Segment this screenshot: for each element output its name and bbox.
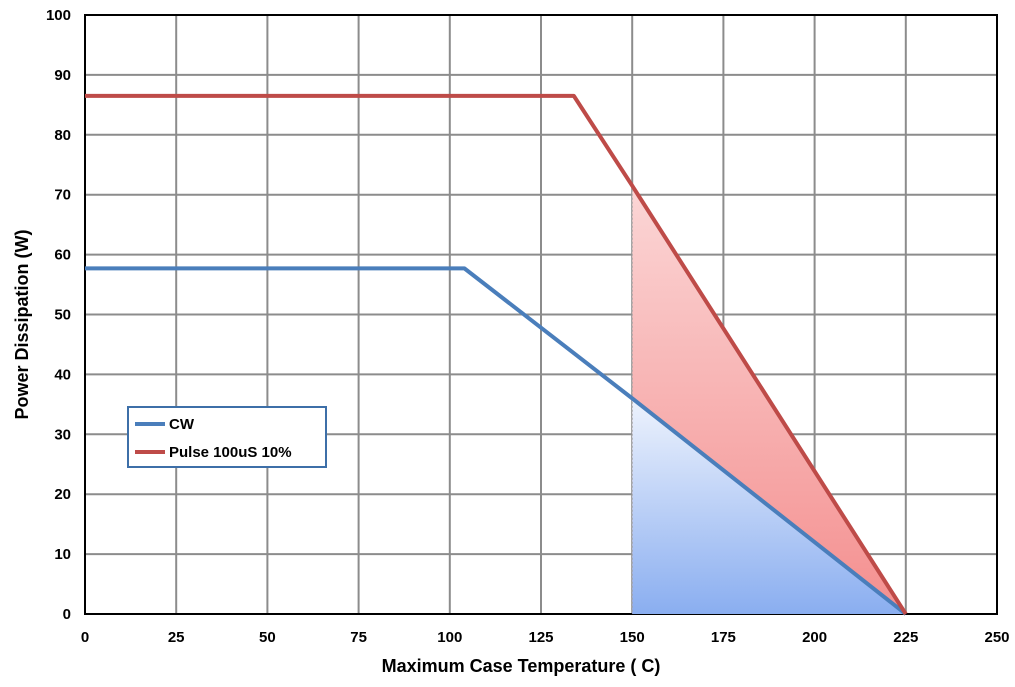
y-axis-label: Power Dissipation (W): [12, 229, 32, 419]
legend-item-pulse: Pulse 100uS 10%: [135, 442, 292, 462]
legend-swatch-pulse: [135, 450, 165, 454]
y-tick-label: 20: [54, 486, 71, 503]
x-tick-label: 200: [802, 629, 827, 646]
y-tick-label: 80: [54, 127, 71, 144]
y-tick-label: 40: [54, 366, 71, 383]
y-tick-label: 70: [54, 187, 71, 204]
x-tick-label: 150: [620, 629, 645, 646]
series-line-cw: [85, 266, 908, 616]
x-tick-label: 175: [711, 629, 736, 646]
x-tick-label: 250: [984, 629, 1009, 646]
x-axis-label: Maximum Case Temperature ( C): [382, 656, 661, 676]
y-tick-label: 30: [54, 426, 71, 443]
x-tick-label: 225: [893, 629, 918, 646]
legend: CW Pulse 100uS 10%: [127, 406, 327, 468]
tick-labels: 0 25 50 75 100 125 150 175 200 225 250 0 10 20 30 40 50 6…: [46, 7, 1010, 646]
legend-label-pulse: Pulse 100uS 10%: [169, 443, 292, 461]
y-tick-label: 50: [54, 307, 71, 324]
grid: [84, 14, 998, 615]
series-lines: [85, 93, 908, 616]
x-tick-label: 0: [81, 629, 89, 646]
y-tick-label: 90: [54, 67, 71, 84]
x-tick-label: 125: [528, 629, 553, 646]
x-tick-label: 100: [437, 629, 462, 646]
y-tick-label: 100: [46, 7, 71, 24]
series-line-pulse: [85, 93, 908, 616]
x-tick-label: 50: [259, 629, 276, 646]
legend-item-cw: CW: [135, 414, 194, 434]
plot-frame: [84, 14, 998, 615]
x-tick-label: 25: [168, 629, 185, 646]
legend-swatch-cw: [135, 422, 165, 426]
x-tick-label: 75: [350, 629, 367, 646]
y-tick-label: 60: [54, 247, 71, 264]
y-tick-label: 0: [63, 606, 71, 623]
legend-label-cw: CW: [169, 415, 194, 433]
y-tick-label: 10: [54, 546, 71, 563]
